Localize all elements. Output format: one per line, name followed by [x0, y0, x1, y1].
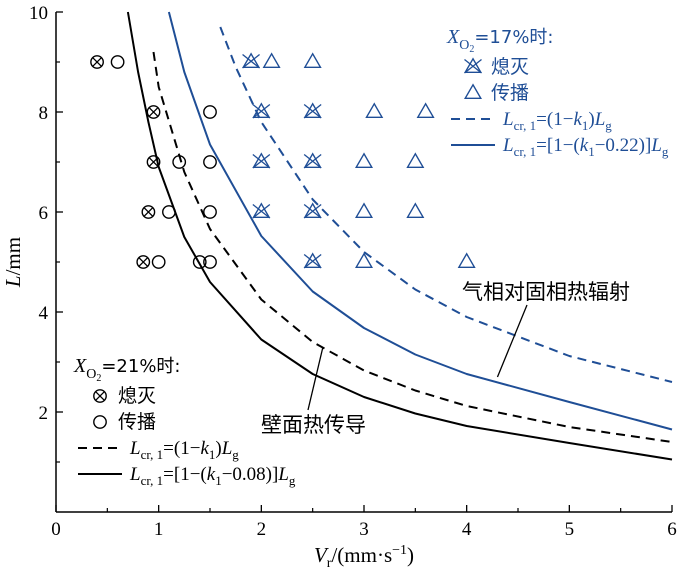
y-tick-label: 6 [39, 203, 49, 224]
legend-label: 熄灭 [491, 56, 529, 78]
legend-label: 传播 [491, 82, 529, 104]
point-o21-circle [192, 255, 207, 269]
y-tick-label: 2 [39, 403, 49, 424]
point-o21-x-circle [141, 205, 156, 219]
legend-label: 传播 [118, 411, 156, 433]
curve-o21-solid [126, 11, 673, 461]
y-tick-label: 10 [29, 3, 48, 24]
point-o17-x-triangle [303, 152, 322, 169]
point-o17-triangle [354, 152, 374, 169]
point-o17-triangle [262, 52, 281, 69]
point-o17-triangle [406, 202, 425, 219]
legend-marker-x-triangle [463, 57, 483, 74]
y-axis-label: L/mm [1, 237, 25, 288]
point-o21-x-circle [90, 55, 104, 69]
annotation-radiation: 气相对固相热辐射 [462, 280, 630, 304]
x-tick-label: 0 [51, 519, 61, 540]
x-axis-label: Vr/(mm·s−1) [314, 543, 414, 571]
annotation-conduction-pointer [307, 346, 324, 411]
point-o21-x-circle [136, 255, 151, 269]
point-o17-x-triangle [303, 102, 322, 119]
legend-marker-triangle [463, 83, 483, 100]
point-o21-circle [203, 155, 217, 169]
annotation-conduction: 壁面热传导 [261, 413, 366, 437]
point-o17-triangle [457, 252, 476, 269]
point-o21-circle [203, 255, 217, 269]
y-tick-label: 8 [39, 103, 49, 124]
axes: 0 1 2 3 4 5 6 2 4 6 8 10 Vr/(mm·s−1) L/mm [1, 3, 677, 571]
point-o21-circle [203, 205, 217, 219]
point-o21-circle [151, 255, 166, 269]
legend-marker-circle [93, 415, 107, 429]
legend-curve-label: Lcr, 1=(1−k1)Lg [502, 109, 612, 133]
point-o17-x-triangle [303, 252, 322, 269]
x-tick-label: 2 [257, 519, 267, 540]
point-o21-circle [203, 105, 217, 119]
point-o17-triangle [416, 102, 435, 119]
legend-label: 熄灭 [118, 385, 156, 407]
point-o17-x-triangle [242, 52, 261, 69]
point-o17-x-triangle [252, 102, 271, 119]
point-o21-circle [172, 155, 187, 169]
point-o17-x-triangle [252, 152, 271, 169]
curves [126, 11, 673, 461]
legend-curve-label: Lcr, 1=[1−(k1−0.22)]Lg [502, 135, 669, 159]
point-o17-x-triangle [252, 202, 271, 219]
x-tick-label: 1 [154, 519, 164, 540]
point-o17-triangle [406, 152, 425, 169]
point-o17-triangle [354, 252, 374, 269]
point-o17-triangle [354, 202, 374, 219]
point-o21-circle [162, 205, 176, 219]
legend-title: XO2=21%时: [73, 355, 181, 384]
curve-o17-solid [167, 11, 673, 431]
y-tick-label: 4 [39, 303, 49, 324]
point-o21-circle [110, 55, 125, 69]
annotation-radiation-pointer [496, 304, 528, 378]
point-o17-x-triangle [303, 202, 322, 219]
point-o17-triangle [365, 102, 384, 119]
point-o21-x-circle [146, 105, 161, 119]
curve-o17-dashed [219, 26, 673, 383]
point-o21-x-circle [146, 155, 161, 169]
x-tick-label: 5 [565, 519, 575, 540]
x-tick-label: 6 [667, 519, 677, 540]
x-tick-label: 4 [462, 519, 472, 540]
legend-curve-label: Lcr, 1=(1−k1)Lg [129, 438, 239, 462]
legend-marker-x-circle [93, 389, 107, 403]
data-points [90, 52, 476, 269]
legend-curve-label: Lcr, 1=[1−(k1−0.08)]Lg [129, 464, 296, 488]
point-o17-triangle [303, 52, 322, 69]
legend-title: XO2=17%时: [446, 26, 554, 55]
x-tick-label: 3 [359, 519, 369, 540]
curve-o21-dashed [152, 51, 673, 443]
